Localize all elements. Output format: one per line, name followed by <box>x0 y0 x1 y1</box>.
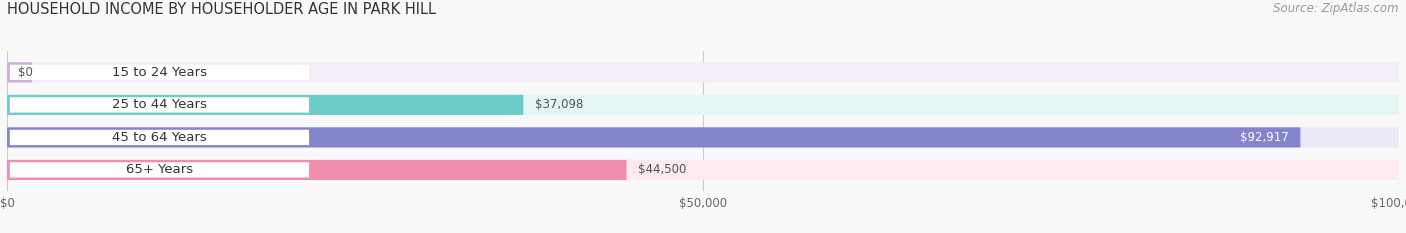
Text: Source: ZipAtlas.com: Source: ZipAtlas.com <box>1274 2 1399 15</box>
Text: 65+ Years: 65+ Years <box>127 163 193 176</box>
FancyBboxPatch shape <box>7 160 627 180</box>
FancyBboxPatch shape <box>10 97 309 113</box>
Text: 25 to 44 Years: 25 to 44 Years <box>112 98 207 111</box>
FancyBboxPatch shape <box>10 162 309 178</box>
FancyBboxPatch shape <box>7 127 1399 147</box>
FancyBboxPatch shape <box>7 127 1301 147</box>
Text: $44,500: $44,500 <box>637 163 686 176</box>
Text: 15 to 24 Years: 15 to 24 Years <box>112 66 207 79</box>
FancyBboxPatch shape <box>10 130 309 145</box>
FancyBboxPatch shape <box>10 65 309 80</box>
FancyBboxPatch shape <box>7 95 523 115</box>
Text: 45 to 64 Years: 45 to 64 Years <box>112 131 207 144</box>
FancyBboxPatch shape <box>7 62 1399 82</box>
FancyBboxPatch shape <box>7 160 1399 180</box>
FancyBboxPatch shape <box>7 95 1399 115</box>
Text: $92,917: $92,917 <box>1240 131 1289 144</box>
FancyBboxPatch shape <box>7 62 32 82</box>
Text: $0: $0 <box>18 66 32 79</box>
Text: HOUSEHOLD INCOME BY HOUSEHOLDER AGE IN PARK HILL: HOUSEHOLD INCOME BY HOUSEHOLDER AGE IN P… <box>7 2 436 17</box>
Text: $37,098: $37,098 <box>534 98 583 111</box>
